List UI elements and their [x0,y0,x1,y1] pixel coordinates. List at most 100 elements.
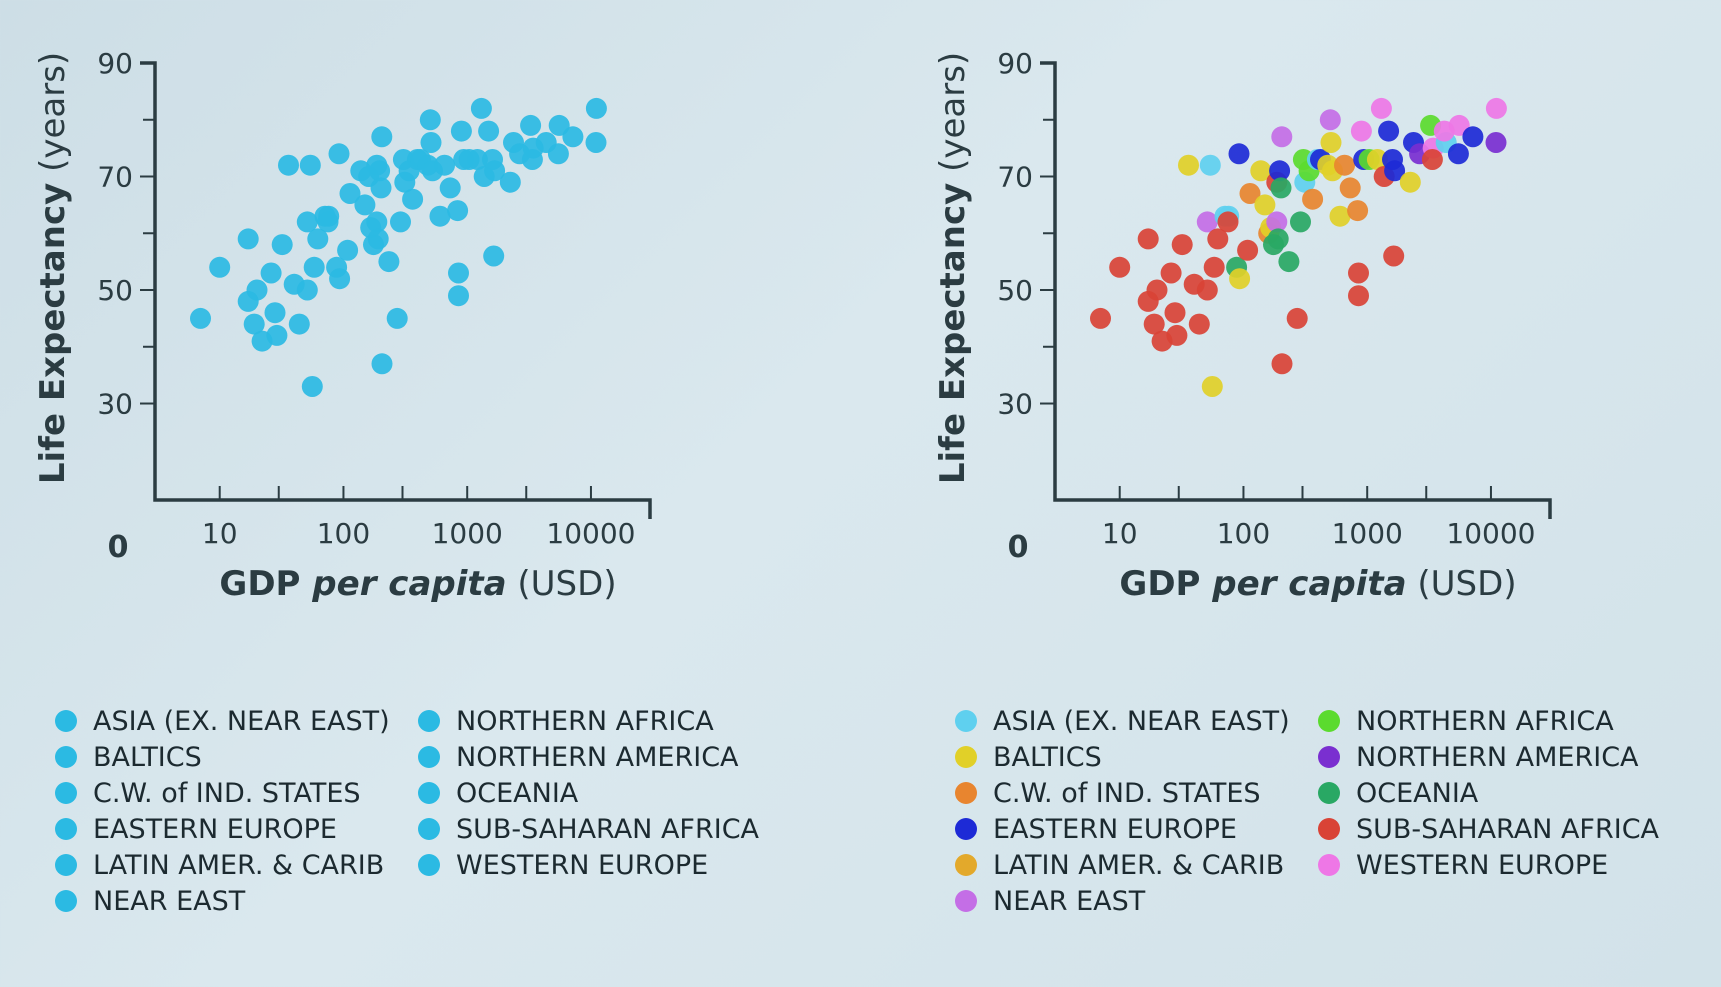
data-point [1178,154,1199,176]
data-point [585,132,607,153]
data-point [369,160,391,182]
legend-item: NEAR EAST [55,883,390,919]
data-point [190,307,211,329]
legend-label: SUB-SAHARAN AFRICA [456,813,760,845]
data-point [1250,160,1272,182]
x-tick-label: 10000 [546,517,635,550]
legend-label: C.W. of IND. STATES [993,777,1261,809]
legend-item: NORTHERN AMERICA [1318,739,1659,775]
data-point [288,313,310,335]
data-point [520,114,542,136]
data-point [260,262,282,284]
legend-item: LATIN AMER. & CARIB [55,847,390,883]
data-point [448,262,469,284]
origin-label: 0 [108,530,129,565]
legend-label: EASTERN EUROPE [93,813,337,845]
legend-right: ASIA (EX. NEAR EAST) BALTICS C.W. of IND. … [955,703,1721,933]
scatter-plot-right: 30 50 70 90 10 100 1000 10000 0 GDP per capita (U… [933,47,1552,604]
data-point [1350,120,1372,142]
data-point [1267,228,1289,250]
x-tick-label: 10 [202,517,238,550]
data-point [420,132,442,153]
data-point [1485,132,1507,153]
data-point [547,143,569,165]
y-tick-label: 50 [97,274,133,307]
data-point [390,211,411,233]
data-point [1348,262,1369,284]
data-point [447,200,469,222]
chart-left: 30 50 70 90 10 100 1000 10000 0 GDP per capita (U… [0,0,860,987]
origin-label: 0 [1008,530,1029,565]
data-point [1160,262,1182,284]
data-point [1286,307,1308,329]
data-point [585,97,607,119]
data-point [439,177,461,199]
legend-label: BALTICS [93,741,202,773]
data-point [1366,149,1388,170]
data-point [1347,200,1369,222]
data-point [243,313,265,335]
data-point [1383,245,1405,267]
legend-label: OCEANIA [456,777,579,809]
legend-item: SUB-SAHARAN AFRICA [1318,811,1659,847]
legend-left: ASIA (EX. NEAR EAST) BALTICS C.W. of IND. … [55,703,855,933]
legend-label: LATIN AMER. & CARIB [993,849,1285,881]
data-point [328,143,350,165]
data-point [1203,256,1225,278]
data-point [1348,285,1369,307]
data-point [1278,251,1300,273]
data-point [499,171,521,193]
legend-item: ASIA (EX. NEAR EAST) [55,703,390,739]
data-point [1271,353,1293,375]
legend-label: NEAR EAST [993,885,1146,917]
y-tick-label: 30 [97,388,133,421]
legend-swatch [955,854,977,876]
data-point [386,307,408,329]
data-point [448,285,469,307]
x-tick-label: 100 [317,517,370,550]
legend-item: LATIN AMER. & CARIB [955,847,1290,883]
x-tick-label: 100 [1217,517,1270,550]
data-point [370,177,392,199]
legend-swatch [955,890,977,912]
data-point [1319,109,1341,131]
legend-label: EASTERN EUROPE [993,813,1237,845]
data-point [299,154,321,176]
legend-swatch [955,782,977,804]
data-point [1269,160,1291,182]
legend-swatch [55,746,77,768]
legend-swatch [55,854,77,876]
data-point [1334,154,1355,176]
data-point [562,126,584,148]
data-point [1217,211,1239,233]
data-point [1399,171,1421,193]
legend-swatch [55,890,77,912]
data-point [1270,177,1292,199]
legend-item: OCEANIA [1318,775,1659,811]
legend-swatch [418,746,440,768]
legend-label: NEAR EAST [93,885,246,917]
data-point [366,211,388,233]
data-point [1384,160,1406,182]
legend-swatch [418,854,440,876]
data-point [296,211,318,233]
data-point [337,239,359,261]
data-point [450,120,472,142]
legend-swatch [1318,818,1340,840]
legend-swatch [955,818,977,840]
data-point [470,97,492,119]
data-point [371,126,393,148]
legend-item: EASTERN EUROPE [955,811,1290,847]
legend-swatch [1318,782,1340,804]
legend-swatch [955,710,977,732]
data-point [1207,228,1229,250]
legend-swatch [418,782,440,804]
legend-label: NORTHERN AFRICA [456,705,714,737]
data-point [1196,279,1218,301]
data-point [1109,256,1131,278]
legend-label: BALTICS [993,741,1102,773]
data-point [307,228,329,250]
data-point [1239,183,1261,204]
data-point [478,120,500,142]
data-point [1485,97,1507,119]
